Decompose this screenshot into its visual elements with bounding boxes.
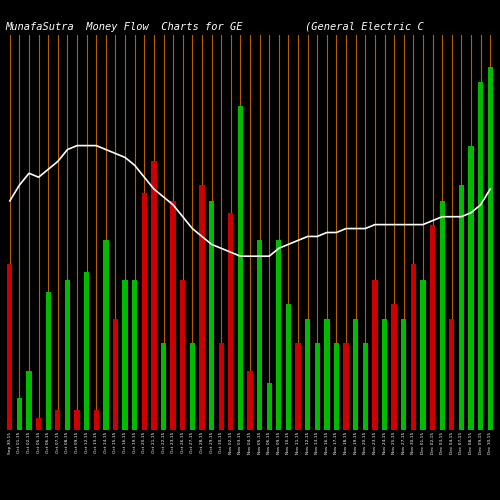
Bar — [122, 280, 128, 430]
Bar — [372, 280, 378, 430]
Bar — [276, 240, 281, 430]
Bar — [7, 264, 12, 430]
Bar — [430, 224, 435, 430]
Bar — [103, 240, 108, 430]
Bar — [26, 371, 32, 430]
Bar — [468, 146, 473, 430]
Bar — [94, 410, 99, 430]
Bar — [209, 201, 214, 430]
Bar — [392, 304, 397, 430]
Bar — [17, 398, 22, 430]
Bar — [228, 213, 234, 430]
Bar — [248, 371, 252, 430]
Bar — [152, 162, 156, 430]
Bar — [36, 418, 42, 430]
Bar — [190, 343, 195, 430]
Bar — [440, 201, 445, 430]
Bar — [238, 106, 243, 430]
Bar — [296, 343, 300, 430]
Bar — [84, 272, 89, 430]
Bar — [286, 304, 291, 430]
Bar — [410, 264, 416, 430]
Bar — [420, 280, 426, 430]
Bar — [142, 193, 147, 430]
Bar — [324, 320, 330, 430]
Bar — [334, 343, 339, 430]
Bar — [353, 320, 358, 430]
Bar — [488, 66, 493, 430]
Bar — [266, 382, 272, 430]
Bar — [218, 343, 224, 430]
Bar — [344, 343, 348, 430]
Bar — [113, 320, 118, 430]
Bar — [46, 292, 51, 430]
Bar — [362, 343, 368, 430]
Bar — [458, 185, 464, 430]
Bar — [382, 320, 387, 430]
Bar — [55, 410, 60, 430]
Bar — [170, 201, 176, 430]
Bar — [180, 280, 186, 430]
Bar — [401, 320, 406, 430]
Bar — [314, 343, 320, 430]
Bar — [74, 410, 80, 430]
Bar — [161, 343, 166, 430]
Bar — [132, 280, 138, 430]
Bar — [65, 280, 70, 430]
Bar — [257, 240, 262, 430]
Bar — [200, 185, 204, 430]
Bar — [305, 320, 310, 430]
Bar — [449, 320, 454, 430]
Bar — [478, 82, 483, 430]
Text: MunafaSutra  Money Flow  Charts for GE          (General Electric C: MunafaSutra Money Flow Charts for GE (Ge… — [5, 22, 424, 32]
